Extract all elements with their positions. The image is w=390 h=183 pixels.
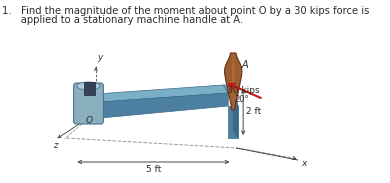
Polygon shape — [223, 85, 238, 93]
Text: 30 kips: 30 kips — [227, 86, 260, 95]
Text: 2 ft: 2 ft — [246, 107, 261, 117]
Text: 5 ft: 5 ft — [146, 165, 161, 174]
Text: O: O — [86, 116, 93, 125]
Text: z: z — [53, 141, 57, 150]
Polygon shape — [228, 106, 238, 138]
Text: applied to a stationary machine handle at A.: applied to a stationary machine handle a… — [2, 15, 244, 25]
Text: 20°: 20° — [235, 95, 249, 104]
FancyBboxPatch shape — [74, 83, 103, 124]
Ellipse shape — [77, 82, 100, 90]
Polygon shape — [96, 85, 228, 102]
Text: y: y — [98, 53, 103, 62]
FancyBboxPatch shape — [83, 82, 95, 95]
Polygon shape — [233, 88, 238, 138]
Text: 1.   Find the magnitude of the moment about point O by a 30 kips force is: 1. Find the magnitude of the moment abou… — [2, 6, 370, 16]
Text: A: A — [241, 60, 248, 70]
Polygon shape — [101, 93, 228, 118]
Text: x: x — [301, 158, 307, 167]
Polygon shape — [232, 53, 234, 110]
Polygon shape — [225, 53, 242, 110]
